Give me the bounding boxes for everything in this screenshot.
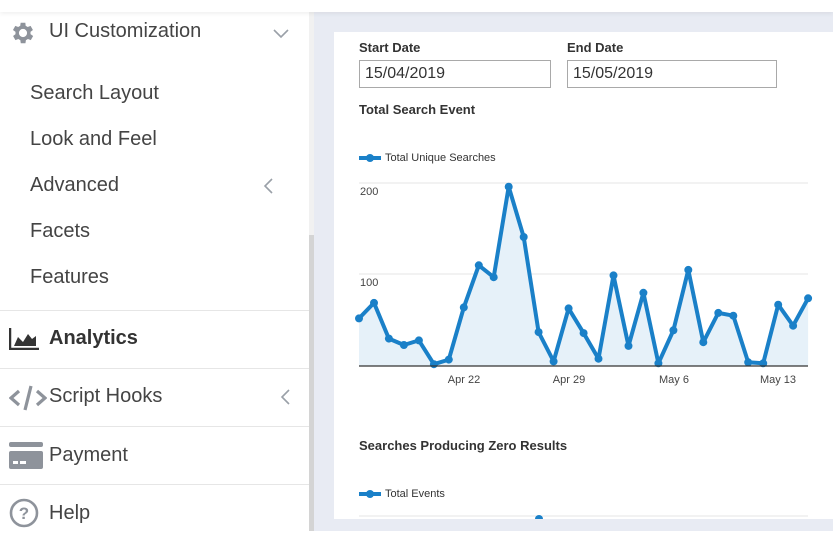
legend-line-icon [359,490,381,498]
data-point[interactable] [669,326,678,335]
chart-legend[interactable]: Total Unique Searches [359,152,496,164]
end-date-input[interactable] [567,60,777,88]
chart-legend[interactable]: Total Events [359,488,445,500]
x-tick-label: Apr 22 [448,374,480,386]
data-point[interactable] [684,265,693,274]
data-point[interactable] [370,298,378,307]
divider [0,368,309,369]
start-date-label: Start Date [359,40,421,55]
sidebar-item-payment[interactable]: Payment [0,427,309,484]
sidebar-item-label: UI Customization [49,20,202,42]
gear-icon [9,19,37,47]
legend-line-icon [359,154,381,162]
sidebar-item-script-hooks[interactable]: Script Hooks [0,369,309,426]
data-point[interactable] [759,359,768,368]
data-point[interactable] [504,182,513,191]
divider [0,310,309,311]
data-point[interactable] [624,341,633,350]
sidebar-subitem-look-and-feel[interactable]: Look and Feel [30,128,157,150]
data-point[interactable] [489,273,498,282]
data-point[interactable] [744,358,753,367]
area-chart-icon [8,328,39,355]
sidebar-item-ui-customization[interactable]: UI Customization [0,18,309,46]
data-point[interactable] [609,271,618,280]
legend-label: Total Events [385,488,445,500]
sidebar-scrollbar-thumb[interactable] [309,235,314,531]
data-point[interactable] [639,288,648,297]
chevron-left-icon[interactable] [263,178,273,199]
sidebar-item-label: Payment [49,444,128,466]
x-tick-label: Apr 29 [553,374,585,386]
data-point[interactable] [459,303,468,312]
divider [0,484,309,485]
question-circle-icon: ? [9,498,39,533]
data-point[interactable] [594,354,603,363]
sidebar-item-analytics[interactable]: Analytics [0,311,309,368]
end-date-label: End Date [567,40,624,55]
svg-text:?: ? [19,504,29,523]
sidebar-item-label: Analytics [49,327,138,349]
code-icon [8,385,48,416]
top-bar [0,0,833,12]
legend-label: Total Unique Searches [385,152,496,164]
data-point[interactable] [579,329,588,338]
data-point[interactable] [534,328,543,337]
data-point[interactable] [429,360,438,369]
sidebar-item-help[interactable]: ? Help [0,485,309,542]
total-search-event-chart[interactable]: 200 100 Apr 22 Apr 29 May 6 May 13 [334,172,833,392]
credit-card-icon [9,442,43,475]
data-point[interactable] [355,314,363,323]
sidebar-subitem-label: Advanced [30,174,119,196]
divider [0,426,309,427]
x-tick-label: May 6 [659,374,689,386]
zero-results-chart[interactable] [334,510,833,519]
data-point[interactable] [789,321,798,330]
analytics-card: Start Date End Date Total Search Event T… [334,32,833,519]
svg-text:100: 100 [360,277,378,289]
chevron-down-icon[interactable] [273,26,289,44]
chevron-left-icon[interactable] [280,389,290,410]
sidebar-subitem-advanced[interactable]: Advanced [0,174,309,200]
sidebar-item-label: Help [49,502,91,524]
data-point[interactable] [714,308,723,317]
sidebar-subitem-search-layout[interactable]: Search Layout [30,82,159,104]
data-point[interactable] [414,336,423,345]
data-point[interactable] [774,300,783,309]
data-point[interactable] [519,233,528,241]
total-search-event-title: Total Search Event [359,102,476,117]
sidebar: UI Customization Search Layout Look and … [0,12,310,531]
data-point[interactable] [549,357,558,366]
data-point[interactable] [474,261,483,270]
data-point[interactable] [444,355,453,364]
data-point[interactable] [804,294,813,303]
data-point[interactable] [564,304,573,313]
sidebar-subitem-features[interactable]: Features [30,266,109,288]
x-tick-label: May 13 [760,374,796,386]
data-point[interactable] [729,311,738,320]
data-point[interactable] [399,341,408,349]
zero-results-title: Searches Producing Zero Results [359,438,568,453]
main-content: Start Date End Date Total Search Event T… [314,12,833,531]
svg-text:200: 200 [360,186,378,198]
data-point[interactable] [384,334,393,343]
data-point[interactable] [699,338,708,347]
sidebar-item-label: Script Hooks [49,385,163,407]
start-date-input[interactable] [359,60,551,88]
data-point[interactable] [654,359,663,368]
sidebar-subitem-facets[interactable]: Facets [30,220,91,242]
